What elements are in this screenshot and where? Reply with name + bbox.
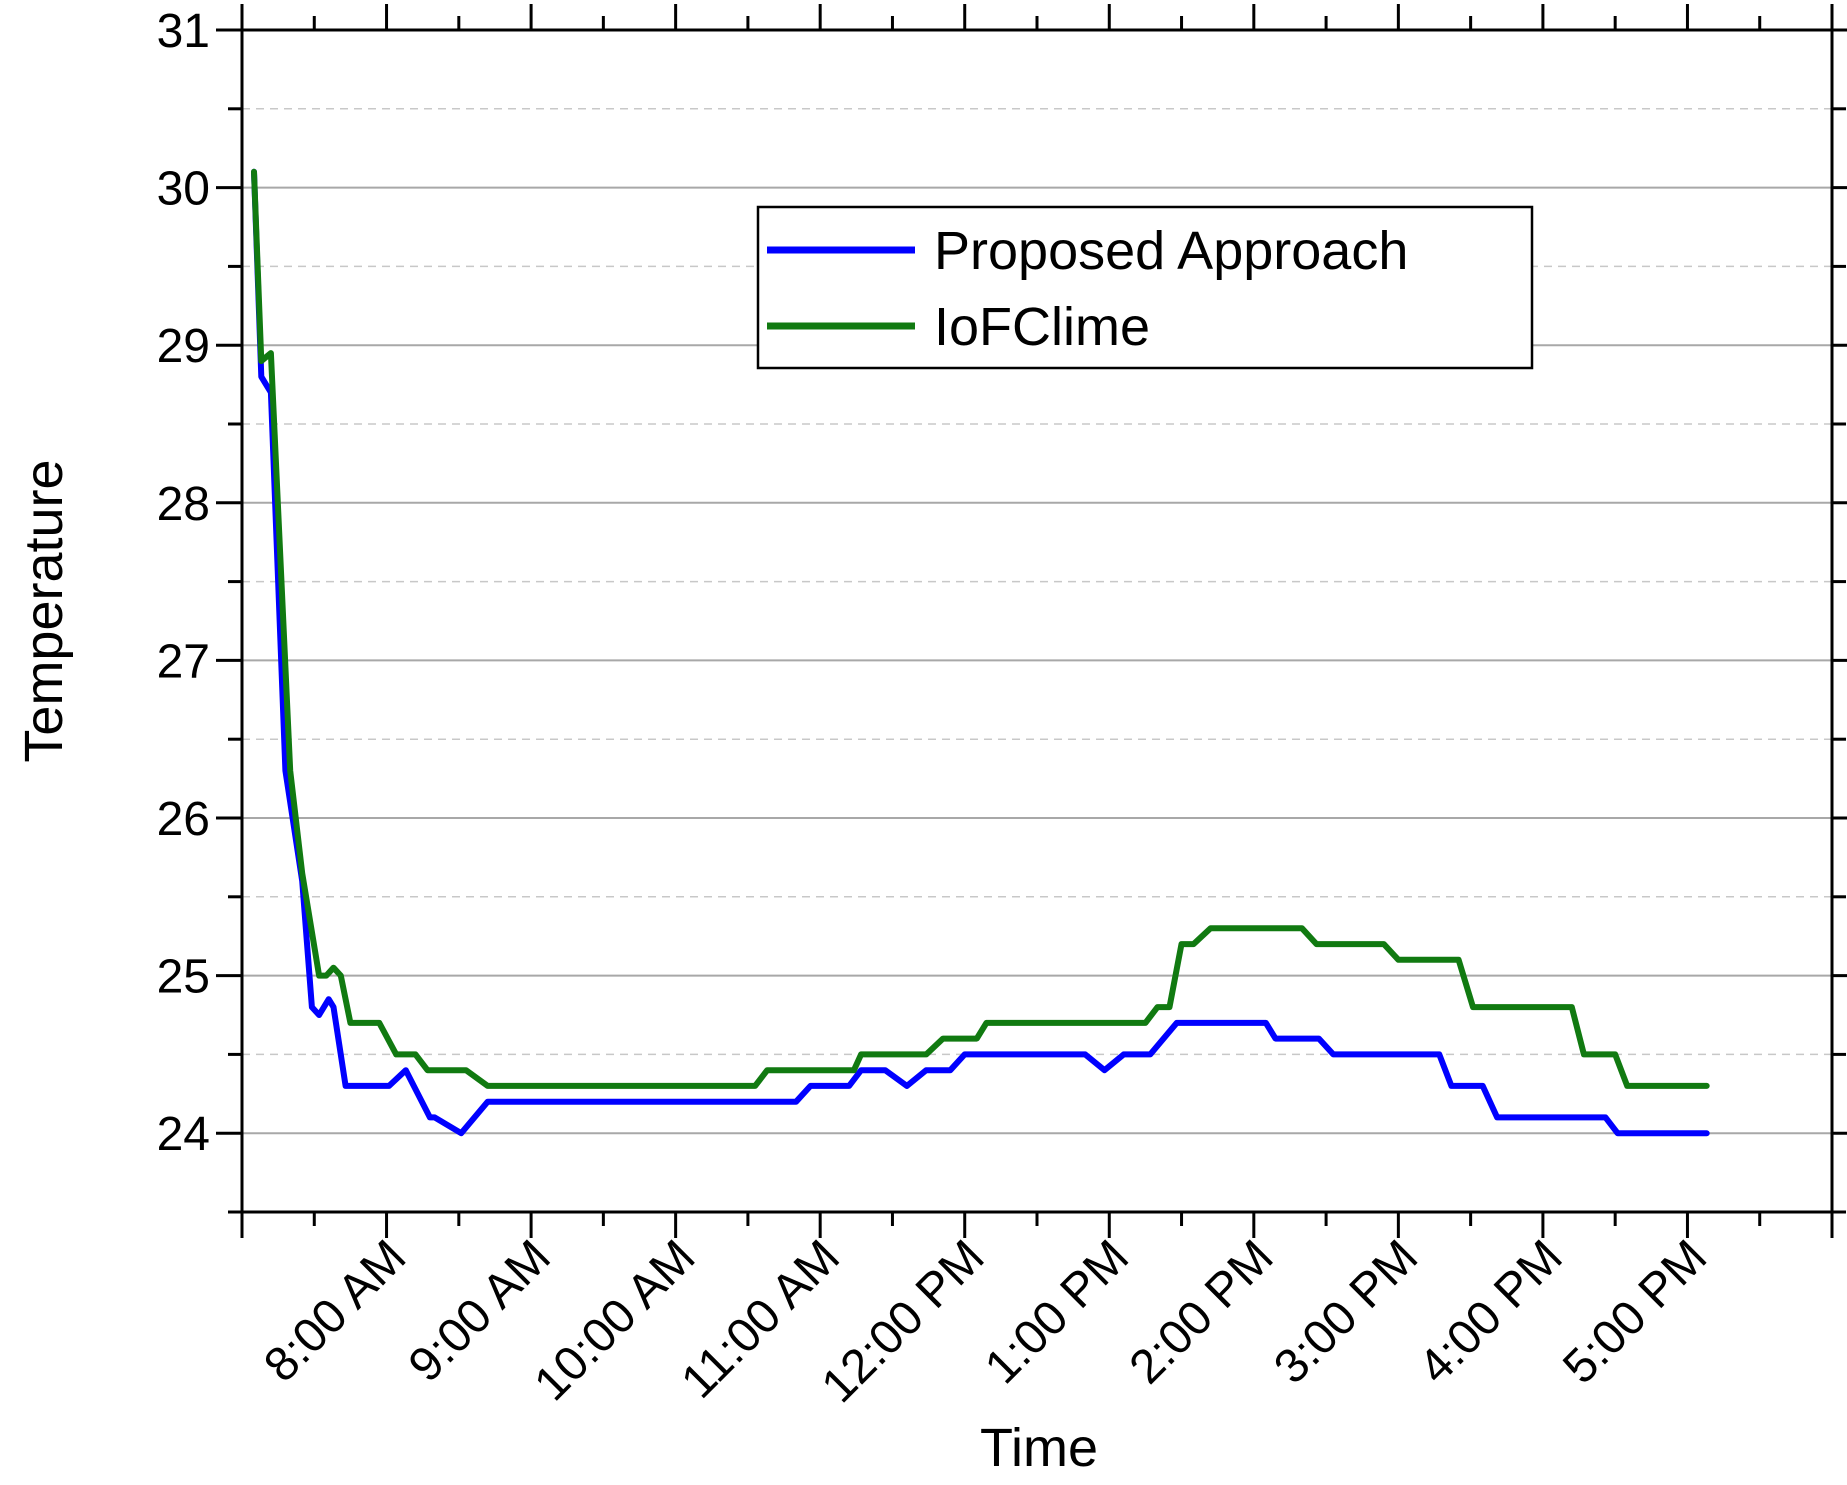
x-axis-title: Time xyxy=(980,1418,1098,1478)
legend: Proposed Approach IoFClime xyxy=(756,205,1534,370)
axis-ticks xyxy=(216,4,1847,1238)
series-line-iofclime xyxy=(251,168,1710,1089)
y-tick-label: 25 xyxy=(157,951,210,1004)
legend-label-iofclime: IoFClime xyxy=(934,297,1150,357)
y-axis-title: Temperature xyxy=(14,459,74,762)
legend-label-proposed-approach: Proposed Approach xyxy=(934,221,1408,281)
legend-box xyxy=(756,205,1534,370)
series-line-proposed-approach xyxy=(251,168,1710,1137)
series-lines xyxy=(251,168,1710,1137)
y-tick-label: 28 xyxy=(157,478,210,531)
y-tick-label: 30 xyxy=(157,163,210,216)
y-tick-label: 26 xyxy=(157,793,210,846)
y-tick-label: 24 xyxy=(157,1108,210,1161)
y-tick-label: 27 xyxy=(157,635,210,688)
y-tick-label: 31 xyxy=(157,5,210,58)
y-tick-label: 29 xyxy=(157,320,210,373)
